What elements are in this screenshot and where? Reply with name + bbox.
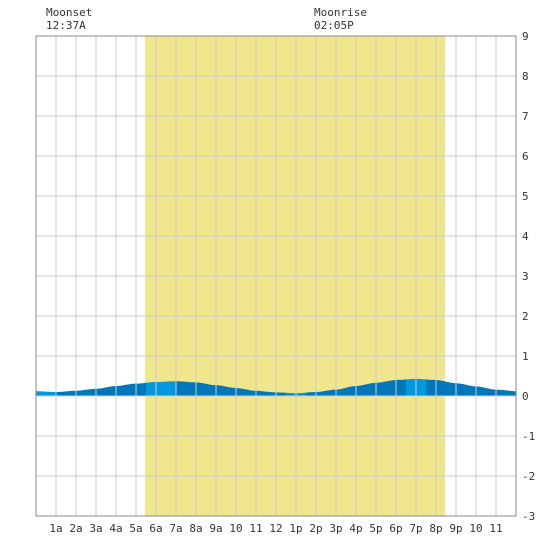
moonset-time: 12:37A [46,19,86,32]
y-tick-label: 3 [522,270,529,283]
x-tick-label: 8p [429,522,442,535]
x-tick-label: 2p [309,522,322,535]
x-tick-label: 8a [189,522,202,535]
x-tick-label: 1a [49,522,62,535]
plot-frame [35,35,517,517]
tide-segment [36,391,56,396]
tide-segment [146,381,176,396]
x-tick-labels: 1a 2a 3a 4a 5a 6a 7a 8a 9a 10 11 12 1p 2p 3p 4p 5p 6p 7p 8p… [49,522,502,535]
x-tick-label: 6a [149,522,162,535]
y-tick-label: 2 [522,310,529,323]
x-tick-label: 11 [249,522,262,535]
moonrise-label: Moonrise [314,6,367,19]
x-tick-label: 6p [389,522,402,535]
y-tick-labels: 9 8 7 6 5 4 3 2 1 0 -1 -2 -3 [522,30,535,523]
x-tick-label: 3p [329,522,342,535]
x-tick-label: 5a [129,522,142,535]
x-tick-label: 10 [229,522,242,535]
grid-lines [36,36,516,516]
tide-segment [56,382,146,396]
x-tick-label: 11 [489,522,502,535]
x-tick-label: 4p [349,522,362,535]
y-tick-label: -1 [522,430,535,443]
x-tick-label: 1p [289,522,302,535]
tide-segment [426,379,516,396]
x-tick-label: 9p [449,522,462,535]
y-tick-label: 8 [522,70,529,83]
y-tick-label: 6 [522,150,529,163]
x-tick-label: 2a [69,522,82,535]
moonrise-time: 02:05P [314,19,354,32]
x-tick-label: 3a [89,522,102,535]
y-tick-label: 4 [522,230,529,243]
x-tick-label: 7a [169,522,182,535]
y-tick-label: -2 [522,470,535,483]
x-tick-label: 10 [469,522,482,535]
x-tick-label: 9a [209,522,222,535]
x-tick-label: 7p [409,522,422,535]
y-tick-label: 9 [522,30,529,43]
x-tick-label: 4a [109,522,122,535]
moonset-label: Moonset [46,6,92,19]
tide-segment [176,381,286,396]
y-tick-label: -3 [522,510,535,523]
x-tick-label: 5p [369,522,382,535]
x-tick-label: 12 [269,522,282,535]
y-tick-label: 7 [522,110,529,123]
y-tick-label: 5 [522,190,529,203]
y-tick-label: 0 [522,390,529,403]
y-tick-label: 1 [522,350,529,363]
